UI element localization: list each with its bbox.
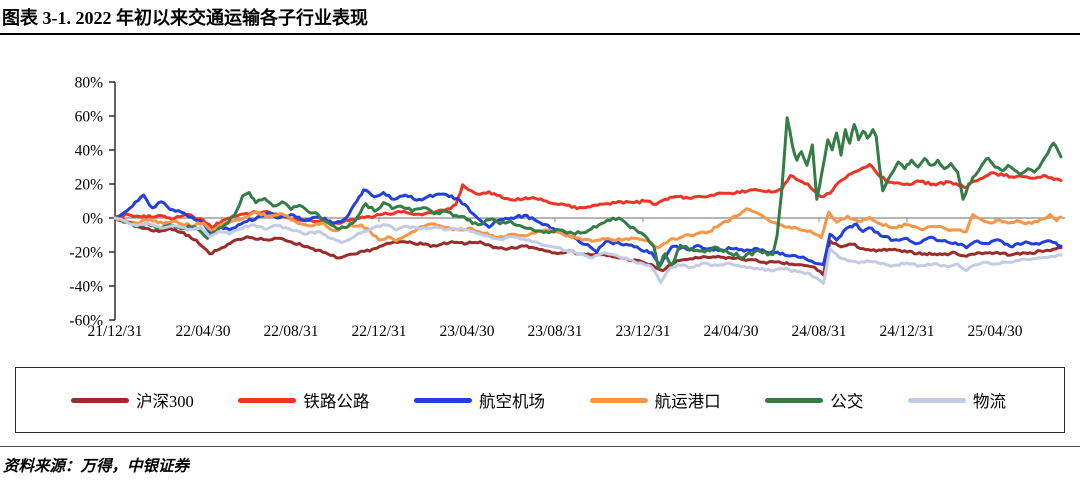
legend-item-shipping-port: 航运港口	[589, 388, 721, 412]
series-line-bus	[113, 116, 1063, 270]
legend-label-airport: 航空机场	[479, 392, 546, 411]
legend-label-shipping-port: 航运港口	[654, 392, 721, 411]
legend-swatch-bus	[765, 397, 824, 403]
y-axis-label: 40%	[75, 143, 104, 160]
legend-label-hs300: 沪深300	[136, 392, 194, 411]
x-axis-label: 22/08/31	[263, 323, 318, 340]
chart-legend: 沪深300 铁路公路 航空机场 航运港口 公交 物流	[15, 367, 1065, 433]
legend-item-airport: 航空机场	[414, 388, 545, 412]
source-note: 资料来源：万得，中银证券	[3, 458, 190, 475]
figure-title: 图表 3-1. 2022 年初以来交通运输各子行业表现	[2, 8, 368, 28]
legend-label-bus: 公交	[830, 392, 864, 411]
x-axis-label: 25/04/30	[967, 323, 1022, 340]
legend-label-logistics: 物流	[972, 392, 1006, 411]
x-axis-label: 23/12/31	[615, 323, 670, 340]
y-axis-label: -60%	[69, 313, 103, 330]
legend-label-rail-highway: 铁路公路	[303, 392, 370, 411]
legend-item-hs300: 沪深300	[71, 388, 194, 412]
y-axis-label: 0%	[82, 211, 103, 228]
y-axis-label: 60%	[75, 109, 104, 126]
x-axis-label: 24/08/31	[791, 323, 846, 340]
performance-chart: 21/12/31 22/04/30 22/08/31 22/12/31 23/04/30…	[69, 75, 1065, 340]
x-axis-label: 22/04/30	[175, 323, 230, 340]
y-axis-label: 20%	[75, 177, 104, 194]
y-axis-label: 80%	[75, 75, 104, 92]
legend-swatch-rail-highway	[238, 397, 297, 403]
x-axis-label: 22/12/31	[351, 323, 406, 340]
legend-swatch-hs300	[71, 397, 129, 403]
legend-item-logistics: 物流	[907, 388, 1006, 412]
y-axis-label: -40%	[69, 279, 103, 296]
x-axis-label: 24/12/31	[879, 323, 934, 340]
source-divider	[0, 446, 1080, 447]
x-axis-label: 23/08/31	[527, 323, 582, 340]
y-axis-label: -20%	[69, 245, 103, 262]
chart-area: 21/12/31 22/04/30 22/08/31 22/12/31 23/04/30…	[0, 55, 1080, 347]
legend-item-bus: 公交	[765, 388, 863, 412]
legend-swatch-airport	[414, 397, 473, 403]
series-line-airport	[113, 188, 1063, 267]
x-axis-label: 21/12/31	[87, 323, 142, 340]
series-line-shipping-port	[113, 207, 1063, 250]
legend-swatch-shipping-port	[589, 397, 648, 403]
figure-title-block: 图表 3-1. 2022 年初以来交通运输各子行业表现	[0, 0, 1080, 35]
legend-item-rail-highway: 铁路公路	[238, 388, 369, 412]
x-axis-label: 23/04/30	[439, 323, 494, 340]
series-line-hs300	[113, 216, 1063, 277]
x-axis-label: 24/04/30	[703, 323, 758, 340]
series-line-logistics	[113, 216, 1063, 285]
legend-swatch-logistics	[907, 397, 966, 403]
